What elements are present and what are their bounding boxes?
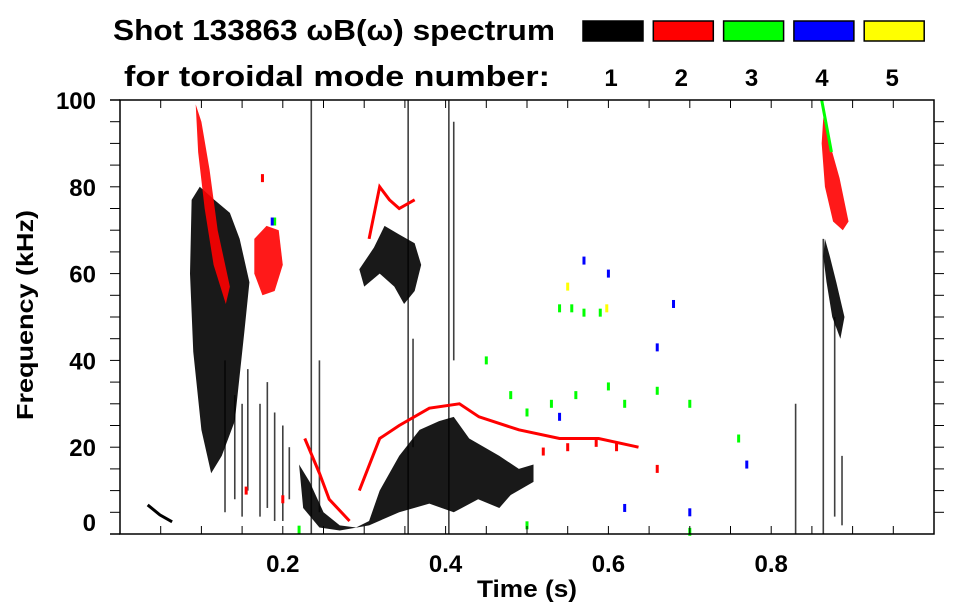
mode-2-speck [541, 447, 545, 456]
mode-1-blob [359, 225, 422, 304]
mode-3-speck [623, 399, 627, 408]
mode-3-speck [525, 521, 529, 530]
chart-header: Shot 133863 ωB(ω) spectrum for toroidal … [113, 15, 925, 93]
mode-2-speck [260, 174, 264, 183]
mode-3-speck [273, 217, 277, 226]
chart-subtitle: for toroidal mode number: [124, 61, 550, 93]
x-tick-label: 0.4 [429, 551, 463, 578]
legend-swatch-mode-4 [793, 20, 855, 42]
mode-1-blob [190, 186, 250, 474]
mode-4-speck [606, 269, 610, 278]
mode-4-speck [688, 508, 692, 517]
mode-3-speck [655, 386, 659, 395]
mode-2-speck [655, 464, 659, 473]
mode-2-speck [615, 443, 619, 452]
mode-2-speck [594, 438, 598, 447]
legend-label-mode-3: 3 [745, 65, 758, 92]
mode-4-speck [582, 256, 586, 265]
legend-label-mode-4: 4 [815, 65, 829, 92]
mode-3-speck [570, 304, 574, 313]
spectrogram-marks [146, 99, 849, 536]
mode-3-speck [598, 308, 602, 317]
mode-1-blob [299, 416, 534, 531]
y-tick-label: 60 [69, 262, 96, 289]
mode-4-speck [558, 412, 562, 421]
mode-3-speck [606, 382, 610, 391]
mode-4-speck [623, 503, 627, 512]
chart-title: Shot 133863 ωB(ω) spectrum [113, 15, 555, 47]
mode-2-speck [281, 495, 285, 504]
mode-4-speck [270, 217, 274, 226]
legend-label-mode-1: 1 [604, 65, 617, 92]
mode-1-blob [823, 238, 845, 339]
legend-label-mode-5: 5 [886, 65, 899, 92]
mode-2-trace [303, 437, 351, 523]
mode-4-speck [745, 460, 749, 469]
mode-3-speck [484, 356, 488, 365]
mode-5-speck [605, 304, 609, 313]
legend: 1 2 3 4 5 [582, 20, 925, 92]
y-tick-label: 100 [56, 88, 96, 115]
mode-2-trace [367, 183, 416, 240]
mode-2-speck [566, 443, 570, 452]
mode-2-trace [357, 402, 639, 492]
y-tick-label: 80 [69, 175, 96, 202]
legend-label-mode-2: 2 [675, 65, 688, 92]
mode-3-speck [558, 304, 562, 313]
mode-5-speck [566, 282, 570, 291]
mode-3-speck [525, 408, 529, 417]
mode-3-speck [582, 308, 586, 317]
mode-3-speck [574, 391, 578, 400]
mode-3-speck [688, 399, 692, 408]
y-tick-label: 20 [69, 435, 96, 462]
x-tick-label: 0.8 [755, 551, 788, 578]
mode-1-trace [146, 503, 173, 524]
y-axis-label: Frequency (kHz) [12, 210, 38, 420]
x-tick-label: 0.2 [266, 551, 299, 578]
legend-swatch-mode-2 [652, 20, 715, 42]
x-axis-label: Time (s) [477, 576, 577, 603]
mode-3-speck [509, 391, 513, 400]
mode-4-speck [672, 299, 676, 308]
mode-2-blob [195, 104, 230, 304]
mode-2-blob [821, 117, 849, 231]
y-tick-label: 40 [69, 348, 96, 375]
legend-swatch-mode-1 [582, 20, 644, 42]
mode-2-speck [244, 486, 248, 495]
y-tick-label: 0 [83, 510, 96, 537]
mode-4-speck [655, 343, 659, 352]
mode-3-speck [297, 525, 301, 534]
x-tick-label: 0.6 [592, 551, 625, 578]
legend-swatch-mode-3 [722, 20, 785, 42]
mode-3-speck [549, 399, 553, 408]
mode-3-speck [737, 434, 741, 443]
legend-swatch-mode-5 [863, 20, 925, 42]
axes: 0.2 0.4 0.6 0.8 0 20 40 60 80 100 [56, 88, 944, 578]
mode-2-blob [254, 225, 283, 296]
mode-3-trace [820, 99, 833, 153]
